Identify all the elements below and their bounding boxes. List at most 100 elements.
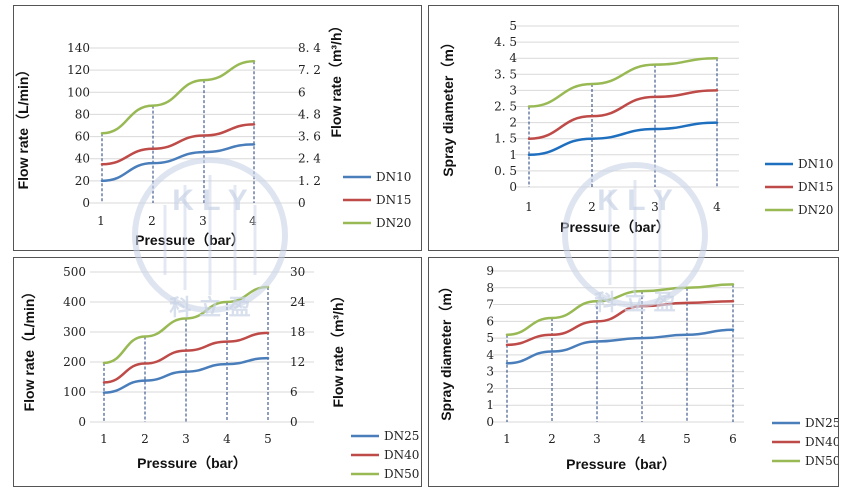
y-tick-label: 0. 5 bbox=[494, 164, 517, 178]
legend-label: DN50 bbox=[384, 467, 419, 481]
series-line-dn10 bbox=[100, 143, 256, 183]
x-tick-label: 2 bbox=[141, 432, 149, 446]
y-tick-label: 120 bbox=[67, 63, 90, 77]
y2-tick-label: 18 bbox=[290, 325, 305, 339]
x-tick-label: 3 bbox=[593, 432, 601, 446]
legend-label: DN50 bbox=[805, 454, 838, 468]
chart-panel-2: 0 0. 5 1 1. 5 2 2. 5 3 3. 5 4 4. 5 5 1 2 3 4 DN10 DN15 DN… bbox=[428, 5, 839, 251]
flow-rate-chart-small: 0 20 40 60 80 100 120 140 0 1. 2 2. 4 3. 6 4. 8 6 7. 2… bbox=[15, 18, 411, 248]
y-tick-label: 100 bbox=[67, 85, 90, 99]
series-line-dn15 bbox=[527, 89, 719, 140]
y-tick-label: 3. 5 bbox=[494, 67, 517, 81]
chart-panel-1: 0 20 40 60 80 100 120 140 0 1. 2 2. 4 3. 6 4. 8 6 7. 2… bbox=[13, 5, 422, 251]
y2-tick-label: 2. 4 bbox=[298, 152, 321, 166]
y-tick-label: 80 bbox=[75, 107, 90, 121]
y-tick-label: 1. 5 bbox=[494, 132, 517, 146]
y-tick-label: 4. 5 bbox=[494, 35, 517, 49]
y-tick-label: 60 bbox=[75, 130, 90, 144]
x-tick-label: 4 bbox=[713, 200, 721, 214]
x-axis-label: Pressure（bar） bbox=[566, 456, 676, 472]
x-tick-label: 2 bbox=[548, 432, 556, 446]
y-axis-label: Flow rate（L/min） bbox=[15, 63, 31, 190]
y-tick-label: 6 bbox=[486, 314, 494, 328]
x-tick-label: 1 bbox=[100, 432, 108, 446]
x-tick-label: 3 bbox=[199, 214, 207, 228]
y-tick-label: 7 bbox=[486, 298, 494, 312]
x-tick-label: 6 bbox=[729, 432, 737, 446]
y-tick-label: 20 bbox=[75, 174, 90, 188]
y-tick-label: 9 bbox=[486, 264, 494, 278]
x-tick-label: 4 bbox=[223, 432, 231, 446]
legend-label: DN15 bbox=[376, 193, 411, 207]
y-tick-label: 140 bbox=[67, 41, 90, 55]
y-tick-label: 2 bbox=[486, 381, 494, 395]
y-tick-label: 0 bbox=[509, 180, 517, 194]
y-tick-label: 4 bbox=[509, 51, 517, 65]
x-tick-label: 1 bbox=[97, 214, 105, 228]
y2-tick-label: 12 bbox=[290, 355, 305, 369]
y-tick-label: 2 bbox=[509, 116, 517, 130]
x-tick-label: 5 bbox=[683, 432, 691, 446]
chart-panel-3: 0 100 200 300 400 500 0 6 12 18 24 30 1 2 3 4 5 DN25 DN40 D… bbox=[13, 257, 422, 487]
x-tick-label: 3 bbox=[182, 432, 190, 446]
y-tick-label: 5 bbox=[509, 19, 517, 33]
y2-tick-label: 6 bbox=[298, 85, 306, 99]
chart-panel-4: 0 1 2 3 4 5 6 7 8 9 1 2 3 4 5 6 DN25 DN40 DN50 Pressure（bar… bbox=[428, 257, 839, 487]
y-tick-label: 3 bbox=[486, 365, 494, 379]
y2-tick-label: 8. 4 bbox=[298, 41, 321, 55]
x-tick-label: 2 bbox=[148, 214, 156, 228]
x-tick-label: 1 bbox=[503, 432, 511, 446]
y2-tick-label: 24 bbox=[290, 295, 306, 309]
legend-label: DN10 bbox=[798, 157, 833, 171]
y-tick-label: 2. 5 bbox=[494, 100, 517, 114]
series-line-dn40 bbox=[102, 331, 270, 384]
series-line-dn15 bbox=[100, 123, 256, 166]
legend-label: DN15 bbox=[798, 180, 833, 194]
y-axis-label: Flow rate（L/min） bbox=[21, 285, 37, 412]
y-tick-label: 0 bbox=[78, 415, 86, 429]
y-tick-label: 300 bbox=[63, 325, 86, 339]
y2-tick-label: 4. 8 bbox=[298, 107, 321, 121]
series-line-dn20 bbox=[527, 56, 719, 108]
series-line-dn50 bbox=[505, 283, 735, 337]
y-tick-label: 0 bbox=[486, 415, 494, 429]
y2-axis-label: Flow rate（m³/h） bbox=[328, 18, 344, 137]
y-tick-label: 100 bbox=[63, 385, 86, 399]
y2-tick-label: 3. 6 bbox=[298, 130, 321, 144]
y-tick-label: 8 bbox=[486, 281, 494, 295]
x-tick-label: 4 bbox=[249, 214, 257, 228]
legend-label: DN20 bbox=[376, 216, 411, 230]
y-tick-label: 400 bbox=[63, 295, 86, 309]
y-tick-label: 3 bbox=[509, 83, 517, 97]
y-tick-label: 1 bbox=[486, 398, 494, 412]
y-tick-label: 500 bbox=[63, 265, 86, 279]
y-tick-label: 4 bbox=[486, 348, 494, 362]
legend-label: DN40 bbox=[384, 448, 419, 462]
y2-tick-label: 1. 2 bbox=[298, 174, 321, 188]
series-line-dn25 bbox=[505, 328, 735, 365]
y-tick-label: 1 bbox=[509, 148, 517, 162]
legend-label: DN10 bbox=[376, 170, 411, 184]
y2-axis-label: Flow rate（m³/h） bbox=[330, 288, 346, 407]
x-axis-label: Pressure（bar） bbox=[135, 232, 245, 248]
y2-tick-label: 7. 2 bbox=[298, 63, 321, 77]
legend-label: DN40 bbox=[805, 435, 838, 449]
y2-tick-label: 0 bbox=[298, 196, 306, 210]
y-axis-label: Spray diameter（m） bbox=[440, 35, 456, 177]
y2-tick-label: 6 bbox=[290, 385, 298, 399]
x-axis-label: Pressure（bar） bbox=[560, 219, 670, 235]
legend-label: DN20 bbox=[798, 203, 833, 217]
y-axis-label: Spray diameter（m） bbox=[438, 279, 454, 421]
x-tick-label: 1 bbox=[525, 200, 533, 214]
series-line-dn10 bbox=[527, 121, 719, 157]
series-line-dn20 bbox=[100, 60, 256, 135]
x-axis-label: Pressure（bar） bbox=[137, 455, 247, 471]
spray-diameter-chart-small: 0 0. 5 1 1. 5 2 2. 5 3 3. 5 4 4. 5 5 1 2 3 4 DN10 DN15 DN… bbox=[440, 19, 833, 235]
legend-label: DN25 bbox=[805, 416, 838, 430]
y2-tick-label: 30 bbox=[290, 265, 305, 279]
y-tick-label: 5 bbox=[486, 331, 494, 345]
y-tick-label: 0 bbox=[82, 196, 90, 210]
y-tick-label: 40 bbox=[75, 152, 90, 166]
